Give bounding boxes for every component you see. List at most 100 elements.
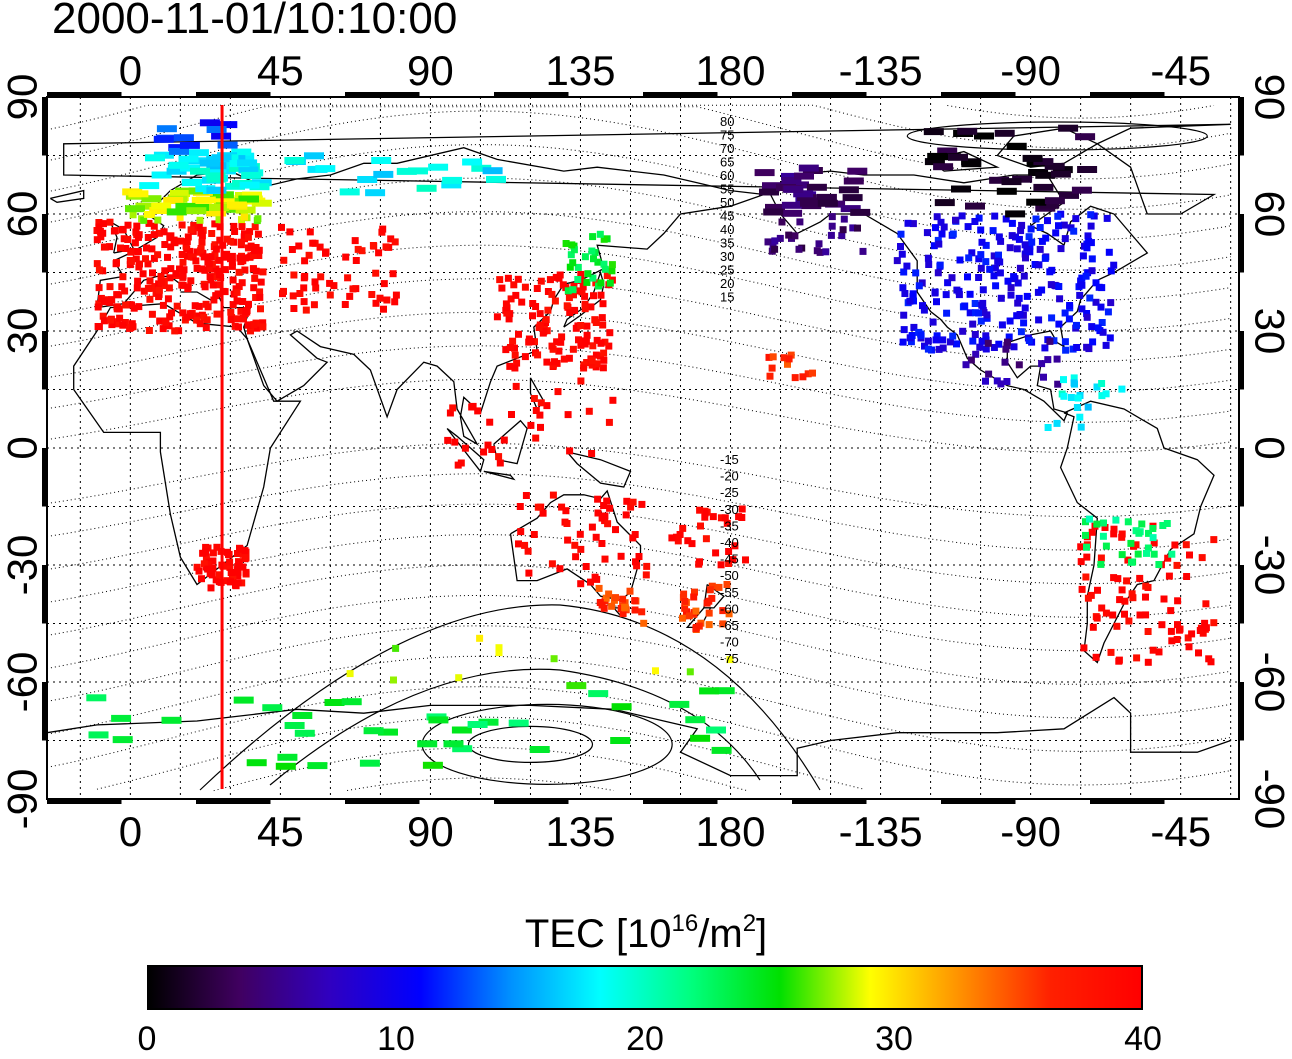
tec-point — [840, 226, 847, 233]
frame-border-mark — [494, 799, 569, 804]
tec-point — [828, 232, 835, 239]
tec-point — [284, 157, 304, 164]
tec-point — [303, 307, 310, 314]
tec-point — [515, 331, 522, 338]
tec-point — [186, 207, 206, 214]
tec-point — [755, 169, 775, 176]
magnetic-latitude-label: -50 — [720, 568, 739, 583]
tec-point — [512, 352, 519, 359]
tec-point — [94, 260, 101, 267]
tec-point — [513, 383, 520, 390]
tec-point — [1076, 414, 1083, 421]
tec-point — [548, 291, 555, 298]
tec-point — [1026, 337, 1033, 344]
tec-point — [140, 217, 147, 224]
tec-point — [980, 286, 987, 293]
tec-point — [900, 339, 907, 346]
tec-point — [1062, 310, 1069, 317]
tec-point — [847, 168, 867, 175]
tec-point — [547, 276, 554, 283]
tec-point — [638, 608, 645, 615]
tec-point — [771, 246, 778, 253]
tec-point — [496, 276, 503, 283]
tec-point — [1083, 344, 1090, 351]
tec-point — [779, 219, 786, 226]
tec-point — [739, 506, 746, 513]
tec-point — [428, 164, 448, 171]
tec-point — [1095, 324, 1102, 331]
tec-point — [352, 237, 359, 244]
tec-point — [1183, 541, 1190, 548]
tec-point — [593, 319, 600, 326]
tec-point — [1045, 424, 1052, 431]
tec-point — [497, 460, 504, 467]
tec-point — [301, 257, 308, 264]
tec-point — [972, 300, 979, 307]
tec-point — [552, 298, 559, 305]
tec-point — [156, 287, 163, 294]
tec-point — [1186, 643, 1193, 650]
latitude-tick-label: -60 — [1247, 652, 1292, 713]
tec-point — [107, 283, 114, 290]
tec-point — [157, 125, 177, 132]
tec-point — [543, 316, 550, 323]
tec-point — [1033, 216, 1040, 223]
tec-point — [1084, 314, 1091, 321]
tec-point — [936, 346, 943, 353]
tec-point — [921, 307, 928, 314]
tec-point — [1078, 305, 1085, 312]
tec-point — [145, 154, 165, 161]
tec-point — [997, 380, 1004, 387]
tec-point — [251, 247, 258, 254]
tec-point — [530, 746, 550, 753]
tec-point — [144, 211, 151, 218]
tec-point — [238, 239, 245, 246]
tec-point — [1042, 255, 1049, 262]
tec-point — [1088, 223, 1095, 230]
tec-point — [498, 285, 505, 292]
tec-point — [391, 298, 398, 305]
tec-point — [971, 218, 978, 225]
tec-point — [154, 136, 174, 143]
tec-point — [999, 321, 1006, 328]
tec-point — [600, 300, 607, 307]
tec-point — [703, 535, 710, 542]
tec-point — [1174, 636, 1181, 643]
tec-point — [1011, 343, 1018, 350]
tec-point — [442, 177, 462, 184]
tec-point — [117, 245, 124, 252]
tec-point — [1168, 628, 1175, 635]
tec-point — [171, 327, 178, 334]
tec-point — [161, 228, 168, 235]
tec-point — [154, 217, 161, 224]
tec-point — [822, 248, 829, 255]
tec-point — [208, 584, 215, 591]
tec-point — [906, 298, 913, 305]
tec-point — [350, 285, 357, 292]
tec-point — [910, 290, 917, 297]
magnetic-latitude-label: 15 — [720, 290, 734, 305]
tec-point — [370, 242, 377, 249]
tec-point — [1103, 543, 1110, 550]
tec-point — [390, 270, 397, 277]
frame-border-mark — [47, 799, 122, 804]
tec-point — [1110, 530, 1117, 537]
tec-point — [107, 317, 114, 324]
tec-point — [1002, 359, 1009, 366]
tec-point — [494, 313, 501, 320]
tec-point — [1142, 594, 1149, 601]
tec-point — [235, 324, 242, 331]
tec-point — [1008, 284, 1015, 291]
tec-point — [149, 269, 156, 276]
tec-point — [234, 697, 254, 704]
tec-point — [1014, 300, 1021, 307]
tec-point — [1098, 380, 1105, 387]
colorbar-gradient — [147, 965, 1143, 1010]
tec-point — [1107, 299, 1114, 306]
tec-point — [1062, 235, 1069, 242]
tec-point — [133, 223, 140, 230]
tec-point — [485, 442, 492, 449]
tec-point — [1035, 261, 1042, 268]
tec-point — [1082, 532, 1089, 539]
tec-point — [997, 188, 1017, 195]
